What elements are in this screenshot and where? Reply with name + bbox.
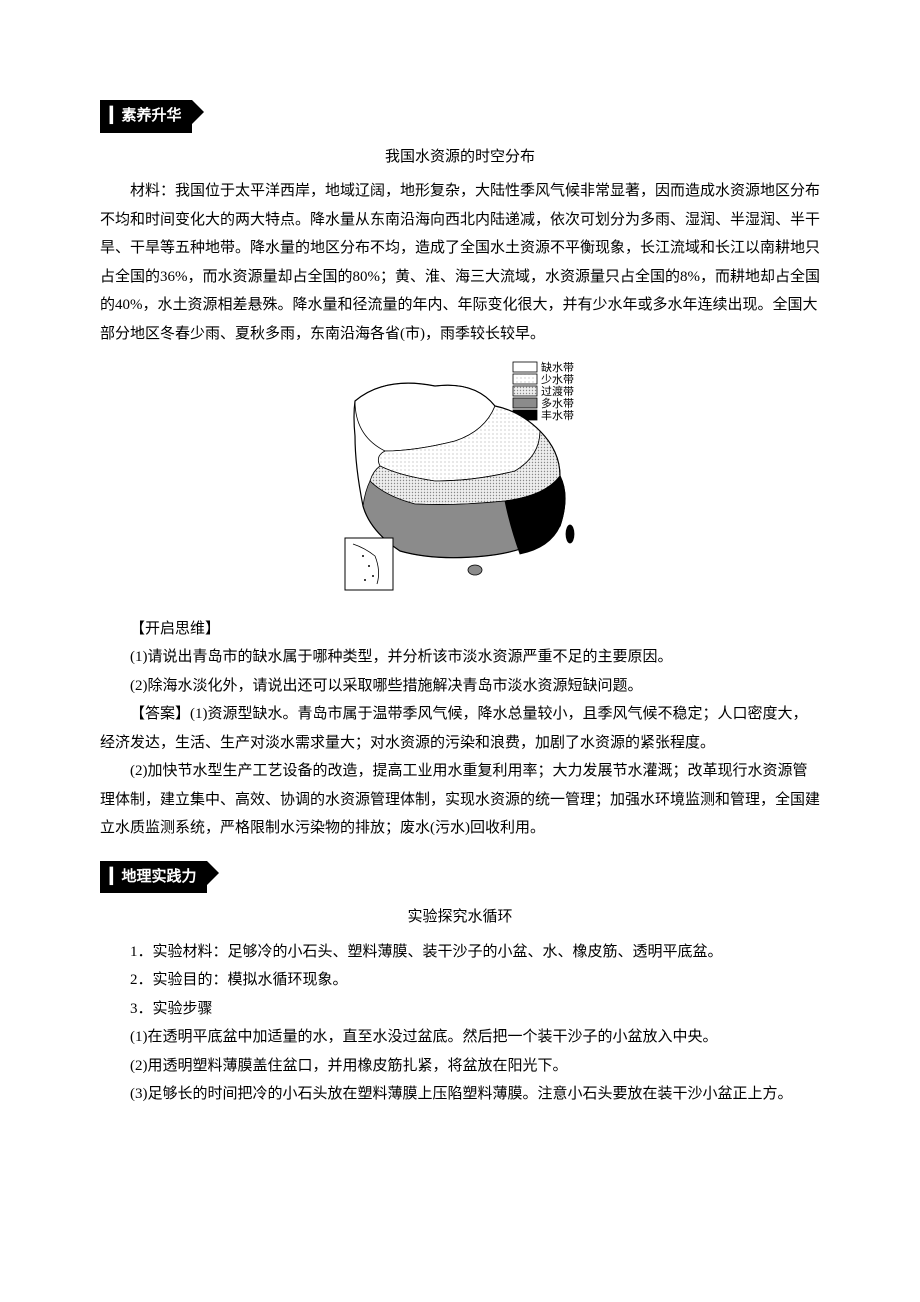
- section2-title: 实验探究水循环: [100, 903, 820, 932]
- legend-item-1: 少水带: [541, 373, 574, 386]
- exp-purpose: 2．实验目的：模拟水循环现象。: [100, 966, 820, 995]
- thinking-header: 【开启思维】: [100, 615, 820, 644]
- scs-inset: [345, 538, 393, 590]
- answer-1: 【答案】(1)资源型缺水。青岛市属于温带季风气候，降水总量较小，且季风气候不稳定…: [100, 700, 820, 757]
- map-svg: 缺水带 少水带 过渡带 多水带 丰水带: [315, 356, 605, 596]
- exp-step-1: (1)在透明平底盆中加适量的水，直至水没过盆底。然后把一个装干沙子的小盆放入中央…: [100, 1023, 820, 1052]
- question-2: (2)除海水淡化外，请说出还可以采取哪些措施解决青岛市淡水资源短缺问题。: [100, 672, 820, 701]
- legend-item-4: 丰水带: [541, 409, 574, 422]
- section-tag-shijian: ▎地理实践力: [100, 861, 207, 894]
- answer-header: 【答案】: [130, 706, 190, 722]
- exp-steps-header: 3．实验步骤: [100, 995, 820, 1024]
- section-tag-suyang: ▎素养升华: [100, 100, 192, 133]
- material-paragraph: 材料：我国位于太平洋西岸，地域辽阔，地形复杂，大陆性季风气候非常显著，因而造成水…: [100, 177, 820, 348]
- map-legend: 缺水带 少水带 过渡带 多水带 丰水带: [513, 360, 574, 422]
- tag-label-shijian: 地理实践力: [122, 869, 197, 885]
- legend-item-3: 多水带: [541, 396, 574, 410]
- answer-2: (2)加快节水型生产工艺设备的改造，提高工业用水重复利用率；大力发展节水灌溉；改…: [100, 757, 820, 843]
- tag-label-suyang: 素养升华: [122, 108, 182, 124]
- legend-item-0: 缺水带: [541, 360, 574, 374]
- exp-materials: 1．实验材料：足够冷的小石头、塑料薄膜、装干沙子的小盆、水、橡皮筋、透明平底盆。: [100, 938, 820, 967]
- exp-step-2: (2)用透明塑料薄膜盖住盆口，并用橡皮筋扎紧，将盆放在阳光下。: [100, 1052, 820, 1081]
- legend-item-2: 过渡带: [541, 384, 574, 398]
- section1-title: 我国水资源的时空分布: [100, 143, 820, 172]
- question-1: (1)请说出青岛市的缺水属于哪种类型，并分析该市淡水资源严重不足的主要原因。: [100, 643, 820, 672]
- exp-step-3: (3)足够长的时间把冷的小石头放在塑料薄膜上压陷塑料薄膜。注意小石头要放在装干沙…: [100, 1080, 820, 1109]
- china-water-map: 缺水带 少水带 过渡带 多水带 丰水带: [100, 356, 820, 607]
